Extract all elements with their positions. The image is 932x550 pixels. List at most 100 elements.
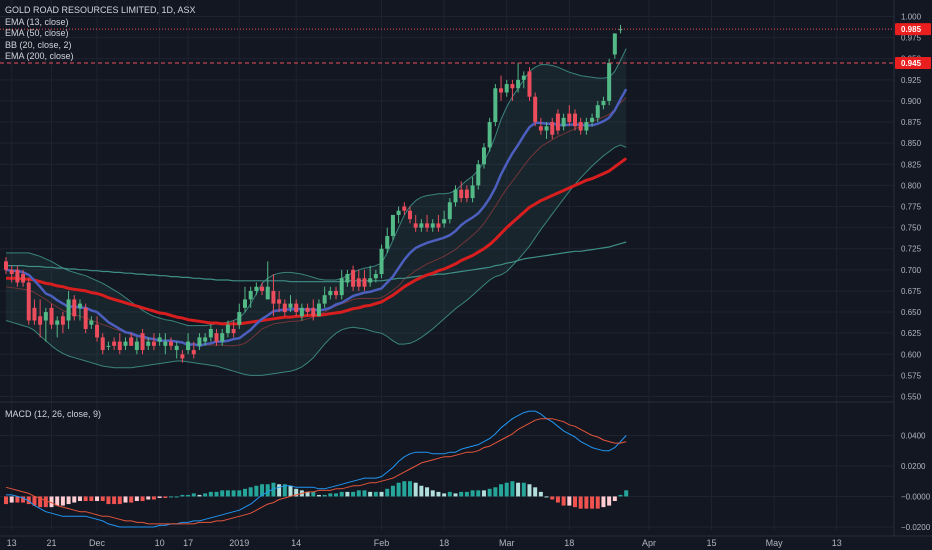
- bb-legend[interactable]: BB (20, close, 2): [5, 39, 72, 50]
- candle-body: [356, 278, 361, 287]
- candle-body: [573, 113, 577, 127]
- macd-histogram-bar: [385, 488, 390, 497]
- macd-histogram-bar: [499, 484, 504, 497]
- candle-body: [476, 164, 481, 186]
- candle-body: [242, 299, 247, 308]
- candle-body: [345, 274, 350, 283]
- time-tick-label: 18: [439, 538, 449, 548]
- ema-lines: [5, 88, 628, 348]
- candle-body: [464, 189, 469, 199]
- candle-body: [618, 29, 623, 31]
- macd-tick-label: 0.0200: [901, 462, 926, 471]
- candles: [4, 24, 623, 363]
- candle-body: [38, 316, 43, 325]
- candle-body: [339, 278, 344, 296]
- macd-histogram-bar: [527, 484, 532, 497]
- price-tick-label: 0.850: [901, 139, 922, 148]
- candle-body: [544, 126, 549, 131]
- macd-histogram-bar: [140, 496, 145, 502]
- macd-histogram-bar: [112, 496, 117, 505]
- macd-histogram-bar: [481, 490, 486, 497]
- candle-body: [351, 269, 356, 287]
- macd-histogram-bar: [248, 487, 253, 497]
- macd-histogram-bar: [493, 487, 498, 497]
- ema50-line: [6, 157, 628, 326]
- macd-histogram-bar: [362, 490, 367, 497]
- candle-body: [123, 341, 128, 346]
- macd-histogram-bar: [476, 490, 481, 497]
- macd-histogram-bar: [459, 491, 464, 497]
- macd-histogram-bar: [407, 481, 412, 497]
- macd-histogram-bar: [77, 496, 82, 502]
- grid-lines: [0, 0, 894, 530]
- macd-line: [6, 410, 627, 528]
- ema13-legend[interactable]: EMA (13, close): [5, 16, 69, 27]
- macd-histogram-bar: [464, 491, 469, 497]
- candle-body: [299, 307, 304, 317]
- candle-body: [419, 223, 424, 228]
- time-tick-label: Mar: [499, 538, 515, 548]
- candle-body: [390, 214, 395, 237]
- price-tick-label: 0.700: [901, 266, 922, 275]
- candle-body: [470, 185, 475, 199]
- macd-histogram-bar: [220, 490, 225, 497]
- price-tick-label: 0.775: [901, 203, 922, 212]
- candle-body: [106, 345, 111, 347]
- ema200-line: [6, 241, 627, 283]
- candle-body: [237, 312, 242, 325]
- candle-body: [277, 299, 282, 304]
- macd-histogram-bar: [26, 496, 31, 505]
- macd-histogram-bar: [271, 482, 276, 497]
- macd-histogram-bar: [43, 496, 48, 508]
- candle-body: [186, 341, 191, 351]
- macd-histogram-bar: [231, 490, 236, 497]
- price-lines: [0, 28, 894, 64]
- ema200-legend[interactable]: EMA (200, close): [5, 51, 74, 61]
- macd-histogram-bar: [396, 482, 401, 497]
- candle-body: [129, 337, 134, 346]
- candle-body: [95, 324, 100, 338]
- macd-histogram-bar: [9, 496, 14, 503]
- candle-body: [311, 307, 316, 317]
- alert-price-badge-bg: [895, 56, 931, 69]
- candle-body: [567, 113, 572, 123]
- ema50-legend[interactable]: EMA (50, close): [5, 28, 69, 38]
- time-tick-label: 10: [155, 538, 165, 548]
- candle-body: [459, 189, 464, 199]
- candle-body: [282, 303, 287, 313]
- time-tick-label: 18: [564, 538, 574, 548]
- macd-tick-label: −0.0000: [901, 492, 931, 501]
- macd-histogram-bar: [129, 496, 134, 503]
- symbol-title[interactable]: GOLD ROAD RESOURCES LIMITED, 1D, ASX: [5, 5, 196, 15]
- candle-body: [510, 84, 515, 89]
- candle-body: [538, 126, 543, 131]
- alert-price-badge: 0.945: [901, 59, 922, 68]
- macd-histogram-bar: [151, 496, 156, 500]
- candle-body: [21, 274, 26, 283]
- macd-histogram-bar: [134, 496, 139, 502]
- candle-body: [334, 290, 339, 296]
- price-tick-label: 0.600: [901, 350, 922, 359]
- macd-histogram-bar: [49, 496, 54, 508]
- macd-histogram-bar: [288, 485, 293, 497]
- time-tick-label: 14: [291, 538, 301, 548]
- macd-histogram-bar: [322, 494, 327, 497]
- candle-body: [43, 312, 48, 321]
- macd-histogram-bar: [237, 490, 242, 497]
- candle-body: [225, 324, 230, 334]
- candle-body: [248, 290, 253, 300]
- candle-body: [368, 278, 373, 283]
- price-axis-panel: [894, 0, 932, 550]
- time-tick-label: 13: [832, 538, 842, 548]
- macd-histogram-bar: [146, 496, 151, 500]
- macd-histogram-bar: [607, 496, 612, 506]
- candle-body: [487, 122, 492, 148]
- macd-legend[interactable]: MACD (12, 26, close, 9): [5, 409, 102, 419]
- candle-body: [208, 328, 213, 338]
- candle-body: [100, 337, 105, 351]
- candle-body: [89, 320, 94, 325]
- macd-histogram-bar: [95, 496, 100, 502]
- price-tick-label: 0.625: [901, 329, 922, 338]
- macd-histogram-bar: [334, 493, 339, 497]
